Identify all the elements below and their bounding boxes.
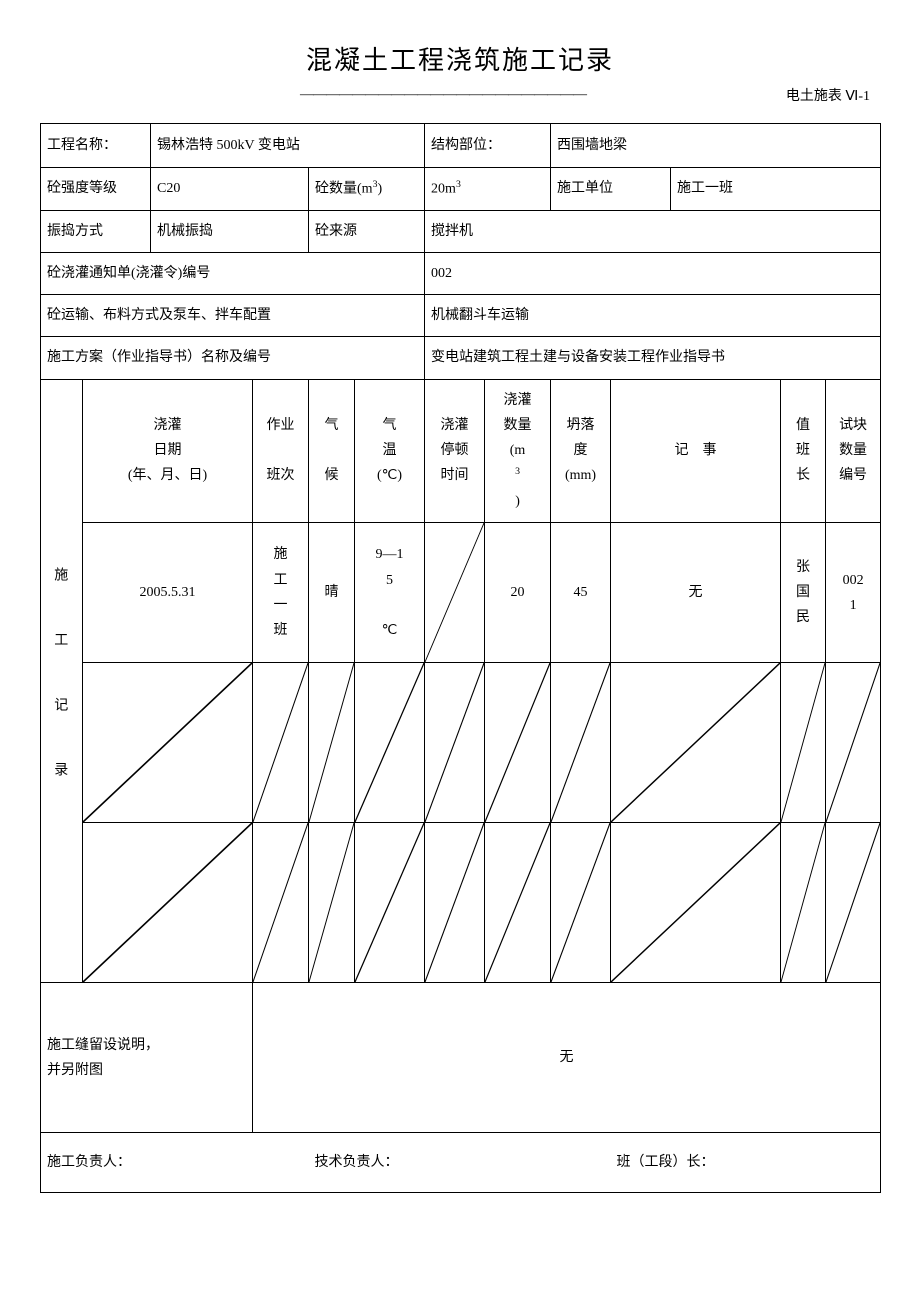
- col-temp: 气温(℃): [355, 379, 425, 523]
- col-onduty: 值班长: [781, 379, 826, 523]
- empty-cell: [826, 823, 881, 983]
- empty-cell: [781, 663, 826, 823]
- cell-slump: 45: [551, 523, 611, 663]
- cell-onduty: 张国民: [781, 523, 826, 663]
- empty-cell: [781, 823, 826, 983]
- cell-pause: [425, 523, 485, 663]
- empty-cell: [485, 823, 551, 983]
- record-table: 工程名称： 锡林浩特 500kV 变电站 结构部位： 西围墙地梁 砼强度等级 C…: [40, 123, 881, 1193]
- label-qty: 砼数量(m3): [309, 168, 425, 211]
- value-joint-note: 无: [253, 983, 881, 1133]
- label-notice: 砼浇灌通知单(浇灌令)编号: [41, 253, 425, 295]
- label-unit: 施工单位: [551, 168, 671, 211]
- sign-team: 班（工段）长：: [611, 1133, 881, 1193]
- empty-cell: [425, 663, 485, 823]
- label-joint-note: 施工缝留设说明， 并另附图: [41, 983, 253, 1133]
- value-project-name: 锡林浩特 500kV 变电站: [151, 124, 425, 168]
- col-block: 试块数量编号: [826, 379, 881, 523]
- col-weather: 气 候: [309, 379, 355, 523]
- value-transport: 机械翻斗车运输: [425, 295, 881, 337]
- side-label: 施 工 记 录: [41, 379, 83, 983]
- label-structure: 结构部位：: [425, 124, 551, 168]
- cell-notes: 无: [611, 523, 781, 663]
- col-notes: 记 事: [611, 379, 781, 523]
- value-qty: 20m3: [425, 168, 551, 211]
- sign-tech: 技术负责人：: [309, 1133, 611, 1193]
- cell-block: 0021: [826, 523, 881, 663]
- empty-cell: [83, 823, 253, 983]
- empty-cell: [425, 823, 485, 983]
- col-pour-qty: 浇灌数量(m3): [485, 379, 551, 523]
- cell-weather: 晴: [309, 523, 355, 663]
- label-vibration: 振捣方式: [41, 210, 151, 252]
- title-underline: ——————————————————————: [300, 87, 586, 103]
- empty-cell: [253, 823, 309, 983]
- empty-cell: [309, 823, 355, 983]
- value-unit: 施工一班: [671, 168, 881, 211]
- col-shift: 作业 班次: [253, 379, 309, 523]
- value-strength: C20: [151, 168, 309, 211]
- label-project-name: 工程名称：: [41, 124, 151, 168]
- value-plan: 变电站建筑工程土建与设备安装工程作业指导书: [425, 337, 881, 379]
- cell-temp: 9—15 ℃: [355, 523, 425, 663]
- value-structure: 西围墙地梁: [551, 124, 881, 168]
- empty-cell: [551, 823, 611, 983]
- empty-cell: [83, 663, 253, 823]
- value-notice: 002: [425, 253, 881, 295]
- empty-cell: [826, 663, 881, 823]
- page-title: 混凝土工程浇筑施工记录: [40, 40, 880, 77]
- empty-cell: [485, 663, 551, 823]
- sign-construction: 施工负责人：: [41, 1133, 309, 1193]
- empty-cell: [355, 823, 425, 983]
- cell-pour-qty: 20: [485, 523, 551, 663]
- empty-cell: [611, 663, 781, 823]
- empty-cell: [309, 663, 355, 823]
- empty-cell: [611, 823, 781, 983]
- cell-shift: 施工一班: [253, 523, 309, 663]
- label-strength: 砼强度等级: [41, 168, 151, 211]
- col-pause: 浇灌停顿时间: [425, 379, 485, 523]
- form-code: 电土施表 Ⅵ-1: [786, 85, 870, 105]
- col-slump: 坍落度(mm): [551, 379, 611, 523]
- label-source: 砼来源: [309, 210, 425, 252]
- value-vibration: 机械振捣: [151, 210, 309, 252]
- empty-cell: [551, 663, 611, 823]
- label-plan: 施工方案（作业指导书）名称及编号: [41, 337, 425, 379]
- cell-date: 2005.5.31: [83, 523, 253, 663]
- label-transport: 砼运输、布料方式及泵车、拌车配置: [41, 295, 425, 337]
- empty-cell: [253, 663, 309, 823]
- value-source: 搅拌机: [425, 210, 881, 252]
- col-date: 浇灌日期(年、月、日): [83, 379, 253, 523]
- empty-cell: [355, 663, 425, 823]
